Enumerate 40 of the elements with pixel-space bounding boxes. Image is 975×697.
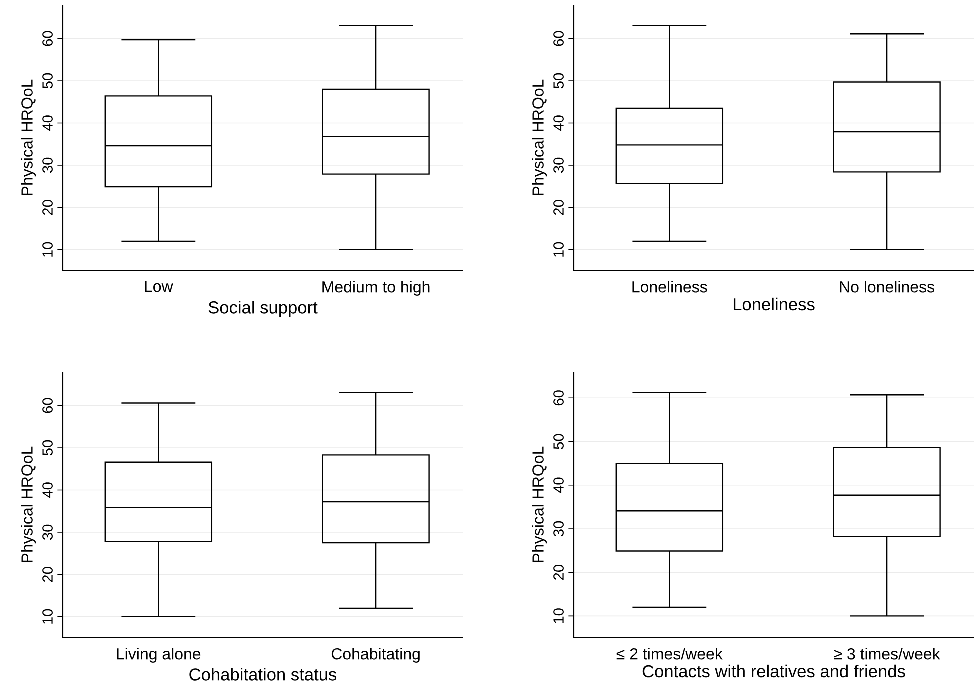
- x-tick-label: No loneliness: [840, 281, 934, 293]
- y-axis-title: Physical HRQoL: [532, 446, 548, 562]
- y-axis-title: Physical HRQoL: [21, 80, 36, 196]
- x-axis-title: Social support: [208, 301, 318, 318]
- y-tick-label: 60: [554, 31, 564, 46]
- x-axis-title: Loneliness: [734, 298, 815, 311]
- y-tick-label: 30: [554, 158, 564, 174]
- x-tick-label: Loneliness: [632, 281, 708, 293]
- x-tick-label: ≤ 2 times/week: [616, 648, 723, 660]
- y-tick-label: 10: [42, 609, 53, 624]
- y-tick-label: 50: [42, 73, 53, 89]
- y-tick-label: 40: [42, 482, 53, 498]
- y-tick-label: 60: [42, 31, 53, 46]
- y-tick-label: 30: [42, 158, 53, 174]
- y-tick-label: 50: [42, 440, 53, 456]
- x-tick-label: Cohabitating: [332, 648, 420, 663]
- y-tick-label: 20: [554, 200, 564, 216]
- y-axis-title: Physical HRQoL: [532, 80, 548, 196]
- y-tick-label: 20: [42, 567, 53, 582]
- y-tick-label: 40: [554, 478, 564, 494]
- x-axis-title: Contacts with relatives and friends: [642, 664, 906, 678]
- y-tick-label: 40: [42, 116, 53, 132]
- y-tick-label: 20: [554, 565, 564, 580]
- y-axis-title: Physical HRQoL: [21, 446, 36, 562]
- y-tick-label: 10: [554, 608, 564, 624]
- y-tick-label: 10: [42, 242, 53, 257]
- x-tick-label: Low: [145, 281, 174, 292]
- x-tick-label: Living alone: [117, 648, 201, 663]
- x-tick-label: ≥ 3 times/week: [834, 648, 940, 660]
- x-axis-title: Cohabitation status: [190, 668, 337, 681]
- y-tick-label: 40: [554, 116, 564, 132]
- y-tick-label: 50: [554, 434, 564, 450]
- y-tick-label: 30: [42, 524, 53, 540]
- x-tick-label: Medium to high: [322, 281, 430, 296]
- y-tick-label: 30: [554, 521, 564, 537]
- y-tick-label: 10: [554, 242, 564, 257]
- y-tick-label: 60: [554, 390, 564, 406]
- y-tick-label: 50: [554, 73, 564, 89]
- y-tick-label: 20: [42, 200, 53, 216]
- y-tick-label: 60: [42, 398, 53, 414]
